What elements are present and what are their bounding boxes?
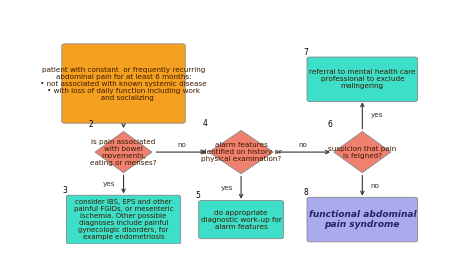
- Text: 8: 8: [303, 188, 308, 197]
- Text: no: no: [370, 182, 379, 189]
- FancyBboxPatch shape: [66, 195, 181, 244]
- Text: alarm features
identified on history or
physical examination?: alarm features identified on history or …: [200, 142, 282, 162]
- Text: 5: 5: [195, 191, 200, 200]
- Polygon shape: [334, 132, 391, 173]
- Text: yes: yes: [220, 185, 233, 191]
- Text: do appropriate
diagnostic work-up for
alarm features: do appropriate diagnostic work-up for al…: [201, 210, 282, 230]
- Text: no: no: [299, 142, 308, 148]
- FancyBboxPatch shape: [62, 44, 185, 123]
- Text: consider IBS, EPS and other
painful FGIDs, or mesenteric
ischemia. Other possibl: consider IBS, EPS and other painful FGID…: [74, 199, 173, 240]
- Polygon shape: [95, 132, 152, 173]
- Text: referral to mental health care
professional to exclude
malingering: referral to mental health care professio…: [309, 69, 416, 89]
- FancyBboxPatch shape: [307, 57, 418, 102]
- Text: suspicion that pain
is feigned?: suspicion that pain is feigned?: [328, 145, 396, 159]
- Polygon shape: [209, 130, 273, 174]
- Text: yes: yes: [103, 181, 116, 187]
- Text: 3: 3: [63, 186, 67, 195]
- Text: patient with constant  or frequently recurring
abdominal pain for at least 6 mon: patient with constant or frequently recu…: [40, 67, 207, 101]
- Text: yes: yes: [370, 113, 383, 118]
- Text: 7: 7: [303, 48, 308, 57]
- Text: is pain associated
with bowel
movements,
eating or menses?: is pain associated with bowel movements,…: [90, 139, 157, 165]
- FancyBboxPatch shape: [307, 197, 418, 242]
- Text: no: no: [177, 142, 186, 148]
- Text: 6: 6: [327, 120, 332, 129]
- Text: 2: 2: [89, 120, 93, 129]
- FancyBboxPatch shape: [199, 201, 283, 239]
- Text: 4: 4: [202, 119, 207, 128]
- Text: functional abdominal
pain syndrome: functional abdominal pain syndrome: [309, 210, 416, 229]
